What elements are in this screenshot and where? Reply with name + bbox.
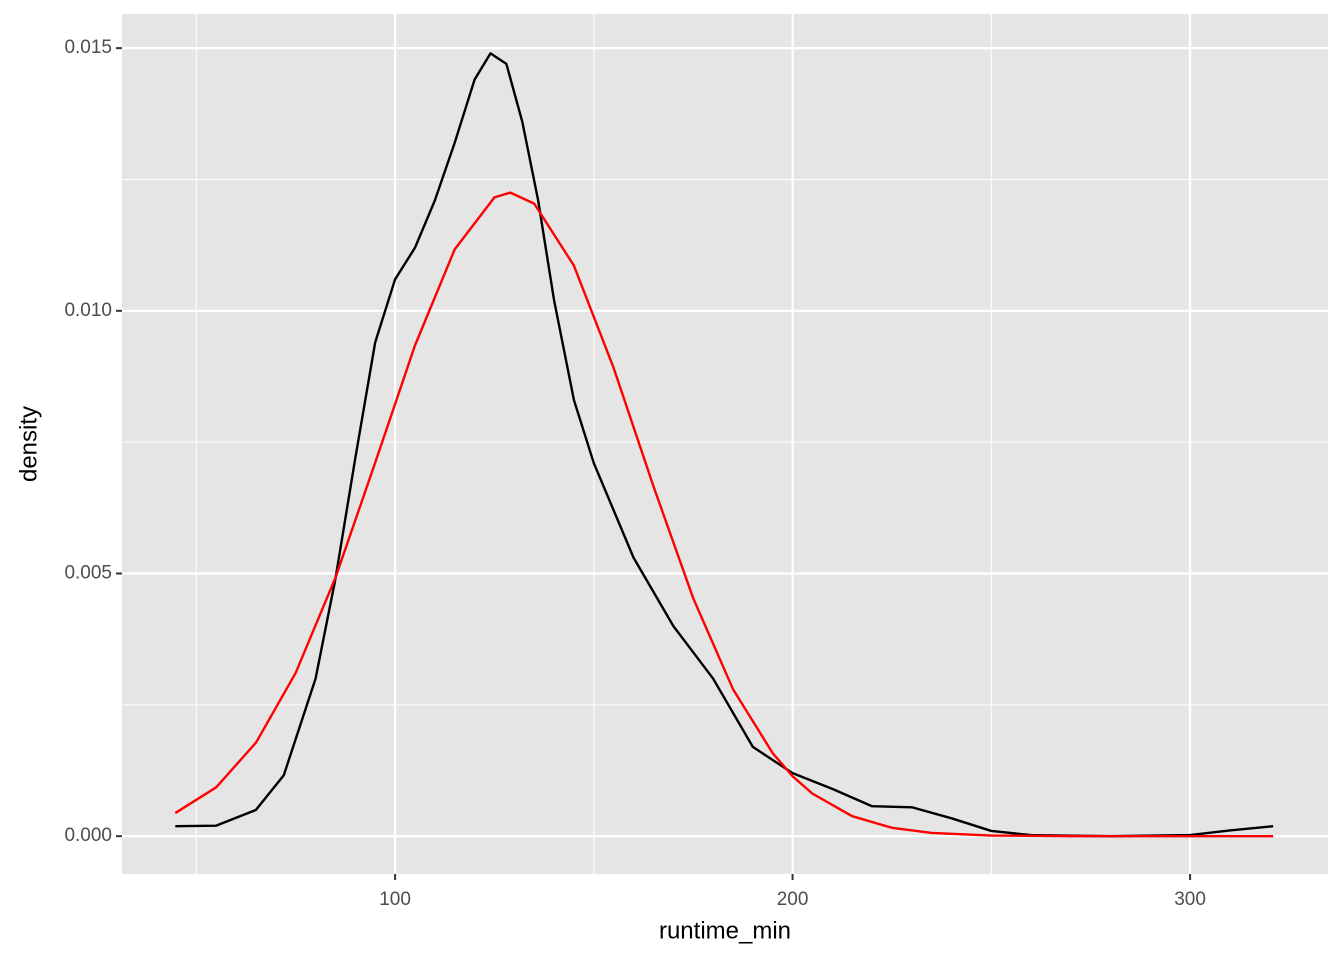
y-tick-label: 0.005 (64, 563, 112, 584)
panel (122, 14, 1328, 874)
density-line (174, 191, 1274, 838)
x-axis-title: runtime_min (659, 917, 791, 944)
x-tick-label: 300 (1174, 889, 1206, 910)
density-line (175, 52, 1274, 838)
x-tick-label: 100 (379, 889, 411, 910)
y-axis-title: density (15, 406, 42, 482)
y-tick-label: 0.010 (64, 300, 112, 321)
y-tick-label: 0.000 (64, 825, 112, 846)
y-tick-label: 0.015 (64, 37, 112, 58)
x-tick-label: 200 (777, 889, 809, 910)
